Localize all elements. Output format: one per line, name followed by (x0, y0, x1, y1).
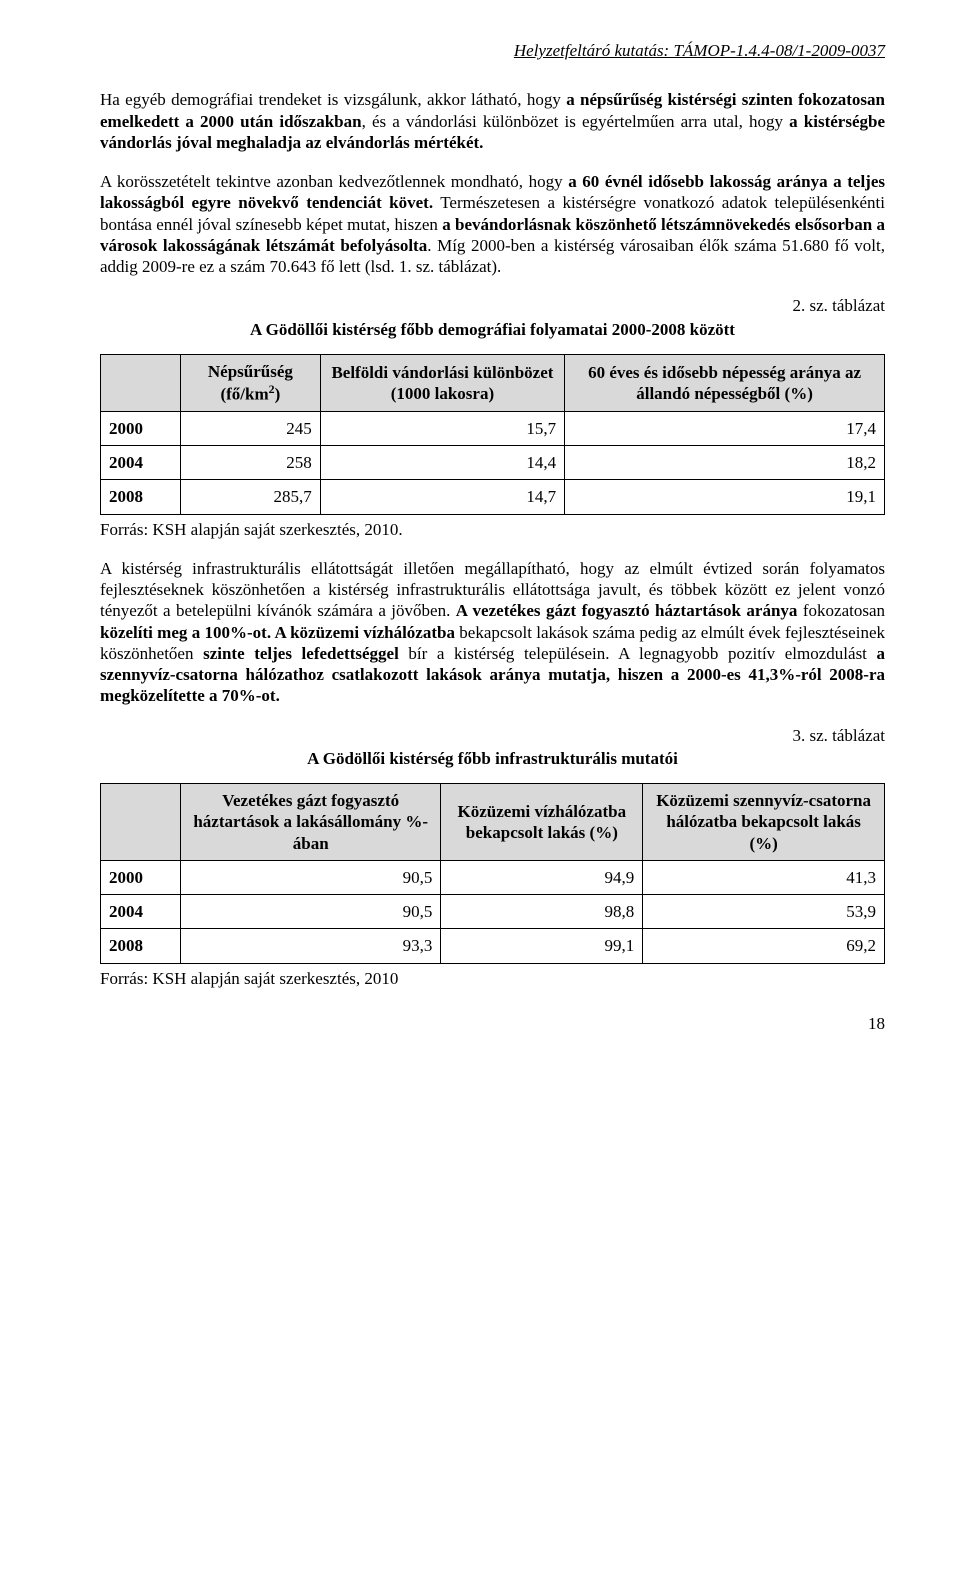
table-2: Népsűrűség (fő/km2) Belföldi vándorlási … (100, 354, 885, 515)
table3-col1: Vezetékes gázt fogyasztó háztartások a l… (181, 784, 441, 861)
t3-r0-v3: 41,3 (643, 860, 885, 894)
p3-text-4: bír a kistérség településein. A legnagyo… (399, 644, 877, 663)
table2-col1: Népsűrűség (fő/km2) (181, 354, 321, 411)
t3-r2-v1: 93,3 (181, 929, 441, 963)
t2-r1-year: 2004 (101, 446, 181, 480)
table2-caption-title: A Gödöllői kistérség főbb demográfiai fo… (100, 319, 885, 340)
table3-caption-number: 3. sz. táblázat (100, 725, 885, 746)
table-row: 2004 90,5 98,8 53,9 (101, 895, 885, 929)
t3-r0-v1: 90,5 (181, 860, 441, 894)
table-row: 2000 90,5 94,9 41,3 (101, 860, 885, 894)
t2-r2-v2: 14,7 (320, 480, 564, 514)
paragraph-2: A korösszetételt tekintve azonban kedvez… (100, 171, 885, 277)
t2-r1-v1: 258 (181, 446, 321, 480)
page-number: 18 (100, 1013, 885, 1034)
t2-r0-v3: 17,4 (565, 411, 885, 445)
table2-header-row: Népsűrűség (fő/km2) Belföldi vándorlási … (101, 354, 885, 411)
table-row: 2008 285,7 14,7 19,1 (101, 480, 885, 514)
table2-source: Forrás: KSH alapján saját szerkesztés, 2… (100, 519, 885, 540)
table3-source: Forrás: KSH alapján saját szerkesztés, 2… (100, 968, 885, 989)
t2-r0-year: 2000 (101, 411, 181, 445)
t3-r1-v2: 98,8 (441, 895, 643, 929)
table-3: Vezetékes gázt fogyasztó háztartások a l… (100, 783, 885, 964)
t2-r1-v3: 18,2 (565, 446, 885, 480)
table-row: 2000 245 15,7 17,4 (101, 411, 885, 445)
t3-r0-v2: 94,9 (441, 860, 643, 894)
p3-bold-3: szinte teljes lefedettséggel (203, 644, 399, 663)
p3-text-2: fokozatosan (797, 601, 885, 620)
t2-c1-post: ) (275, 385, 281, 404)
t2-r2-v3: 19,1 (565, 480, 885, 514)
table2-col0 (101, 354, 181, 411)
table3-col3: Közüzemi szennyvíz-csatorna hálózatba be… (643, 784, 885, 861)
t3-r2-v2: 99,1 (441, 929, 643, 963)
p1-text-2: , és a vándorlási különbözet is egyértel… (362, 112, 790, 131)
t2-r2-v1: 285,7 (181, 480, 321, 514)
paragraph-3: A kistérség infrastrukturális ellátottsá… (100, 558, 885, 707)
t3-r2-v3: 69,2 (643, 929, 885, 963)
t2-r0-v2: 15,7 (320, 411, 564, 445)
table2-col2: Belföldi vándorlási különbözet (1000 lak… (320, 354, 564, 411)
table2-caption-number: 2. sz. táblázat (100, 295, 885, 316)
t2-r2-year: 2008 (101, 480, 181, 514)
table-row: 2008 93,3 99,1 69,2 (101, 929, 885, 963)
table-row: 2004 258 14,4 18,2 (101, 446, 885, 480)
table3-header-row: Vezetékes gázt fogyasztó háztartások a l… (101, 784, 885, 861)
table2-col3: 60 éves és idősebb népesség aránya az ál… (565, 354, 885, 411)
p3-bold-2: közelíti meg a 100%-ot. A közüzemi vízhá… (100, 623, 455, 642)
t3-r1-v1: 90,5 (181, 895, 441, 929)
t3-r1-v3: 53,9 (643, 895, 885, 929)
document-header: Helyzetfeltáró kutatás: TÁMOP-1.4.4-08/1… (100, 40, 885, 61)
paragraph-1: Ha egyéb demográfiai trendeket is vizsgá… (100, 89, 885, 153)
t2-r0-v1: 245 (181, 411, 321, 445)
t3-r1-year: 2004 (101, 895, 181, 929)
table3-col0 (101, 784, 181, 861)
p2-text-1: A korösszetételt tekintve azonban kedvez… (100, 172, 568, 191)
table3-col2: Közüzemi vízhálózatba bekapcsolt lakás (… (441, 784, 643, 861)
t3-r0-year: 2000 (101, 860, 181, 894)
table3-caption-title: A Gödöllői kistérség főbb infrastrukturá… (100, 748, 885, 769)
t2-r1-v2: 14,4 (320, 446, 564, 480)
p3-bold-1: A vezetékes gázt fogyasztó háztartások a… (456, 601, 798, 620)
p1-text-1: Ha egyéb demográfiai trendeket is vizsgá… (100, 90, 566, 109)
t3-r2-year: 2008 (101, 929, 181, 963)
